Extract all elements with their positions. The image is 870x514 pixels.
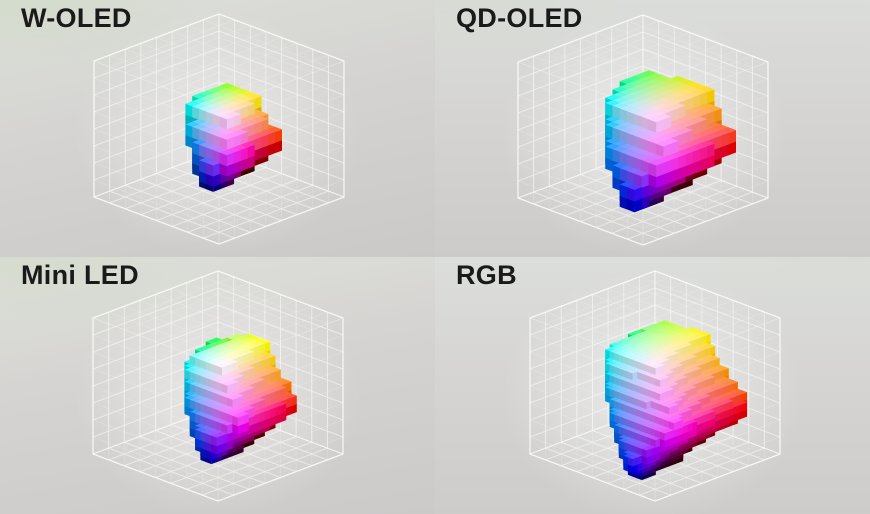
rgb-color-volume-canvas [435,257,870,514]
mini-led-color-volume-canvas [0,257,435,514]
panel-title-mini-led: Mini LED [21,260,139,290]
panel-qd-oled: QD-OLED [435,0,870,257]
panel-title-rgb: RGB [456,260,517,290]
panel-mini-led: Mini LED [0,257,435,514]
panel-title-w-oled: W-OLED [21,3,132,33]
panel-rgb: RGB [435,257,870,514]
w-oled-color-volume-canvas [0,0,435,257]
qd-oled-color-volume-canvas [435,0,870,257]
panel-title-qd-oled: QD-OLED [456,3,583,33]
panel-w-oled: W-OLED [0,0,435,257]
